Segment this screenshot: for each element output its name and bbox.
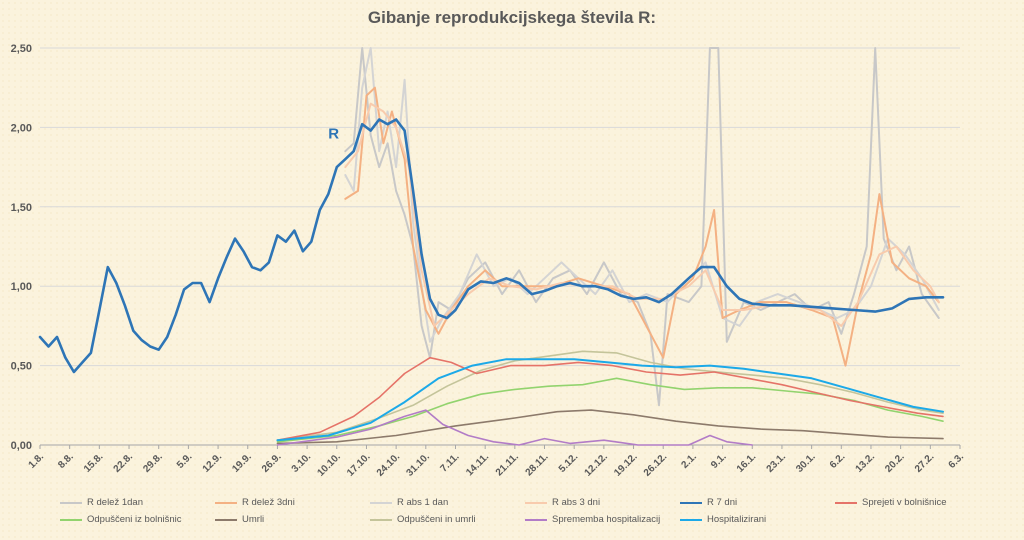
legend-swatch [525, 518, 547, 521]
legend-item: R abs 3 dni [525, 497, 680, 508]
x-tick-label: 12.12. [583, 451, 611, 479]
legend-label: Sprememba hospitalizacij [552, 514, 661, 525]
x-tick-label: 15.8. [82, 451, 106, 475]
x-tick-label: 12.9. [201, 451, 225, 475]
x-tick-label: 31.10. [404, 451, 432, 479]
x-tick-label: 5.9. [175, 451, 195, 471]
x-tick-label: 27.2. [913, 451, 937, 475]
x-tick-label: 7.11. [438, 451, 461, 474]
legend-item: R abs 1 dan [370, 497, 525, 508]
legend-swatch [680, 501, 702, 504]
legend-swatch [215, 501, 237, 504]
x-tick-label: 28.11. [524, 451, 551, 478]
legend-item: Odpuščeni iz bolnišnic [60, 514, 215, 525]
legend-item: Sprejeti v bolnišnice [835, 497, 990, 508]
x-tick-label: 2.1. [679, 451, 699, 471]
series-line [38, 118, 945, 374]
legend-swatch [370, 501, 392, 504]
x-tick-label: 5.12. [557, 451, 581, 475]
series-lines [38, 47, 945, 446]
x-axis: 1.8. 8.8. 15.8. 22.8. 29.8. 5.9. 12.9. 19.9. 26.… [27, 445, 967, 479]
x-tick-label: 10.10. [315, 451, 343, 479]
series-line [276, 356, 944, 442]
x-tick-label: 16.1. [735, 451, 759, 475]
x-tick-label: 29.8. [141, 451, 165, 475]
legend-label: R abs 3 dni [552, 497, 601, 508]
annotations: R [328, 126, 339, 143]
series-line [276, 409, 944, 445]
legend-item: R delež 1dan [60, 497, 215, 508]
legend-swatch [370, 518, 392, 521]
x-tick-label: 1.8. [27, 451, 47, 471]
legend-swatch [525, 501, 547, 504]
series-line [276, 350, 944, 442]
x-tick-label: 6.2. [828, 451, 848, 471]
legend-label: R delež 3dni [242, 497, 295, 508]
x-tick-label: 17.10. [345, 451, 373, 479]
legend: R delež 1dan R delež 3dni R abs 1 dan R abs… [60, 497, 990, 525]
series-annotation-r: R [328, 126, 339, 143]
series-line [344, 102, 940, 327]
legend-item: R 7 dni [680, 497, 835, 508]
x-tick-label: 19.12. [612, 451, 640, 479]
x-tick-label: 22.8. [112, 451, 136, 475]
legend-item: Odpuščeni in umrli [370, 514, 525, 525]
x-tick-label: 21.11. [494, 451, 521, 478]
legend-swatch [60, 501, 82, 504]
legend-swatch [680, 518, 702, 521]
legend-item: Sprememba hospitalizacij [525, 514, 680, 525]
x-tick-label: 24.10. [375, 451, 403, 479]
y-tick-label: 1,00 [11, 281, 32, 293]
x-tick-label: 23.1. [765, 451, 789, 475]
series-line [276, 409, 754, 446]
x-tick-label: 30.1. [794, 451, 818, 475]
series-line [344, 86, 940, 367]
legend-label: R 7 dni [707, 497, 738, 508]
x-tick-label: 26.12. [642, 451, 670, 479]
y-axis: 0,00 0,50 1,00 1,50 2,00 2,50 [11, 43, 32, 452]
legend-item: Umrli [215, 514, 370, 525]
y-tick-label: 0,00 [11, 440, 32, 452]
series-line [344, 47, 940, 407]
legend-label: Umrli [242, 514, 265, 525]
x-tick-label: 19.9. [230, 451, 254, 475]
legend-item: R delež 3dni [215, 497, 370, 508]
x-tick-label: 14.11. [464, 451, 491, 478]
legend-swatch [835, 501, 857, 504]
legend-label: R delež 1dan [87, 497, 143, 508]
y-tick-label: 2,00 [11, 122, 32, 134]
x-tick-label: 9.1. [709, 451, 729, 471]
x-tick-label: 3.10. [290, 451, 314, 475]
y-tick-label: 0,50 [11, 361, 32, 373]
legend-item: Hospitalizirani [680, 514, 835, 525]
legend-label: Odpuščeni in umrli [397, 514, 476, 525]
x-tick-label: 8.8. [56, 451, 76, 471]
y-tick-label: 2,50 [11, 43, 32, 55]
legend-label: Sprejeti v bolnišnice [862, 497, 947, 508]
series-line [276, 358, 944, 442]
legend-label: Odpuščeni iz bolnišnic [87, 514, 182, 525]
chart-title: Gibanje reprodukcijskega števila R: [367, 8, 657, 27]
x-tick-label: 13.2. [854, 451, 878, 475]
y-tick-label: 1,50 [11, 202, 32, 214]
legend-label: Hospitalizirani [707, 514, 767, 525]
x-tick-label: 20.2. [883, 451, 907, 475]
x-tick-label: 6.3. [947, 451, 967, 471]
x-tick-label: 26.9. [260, 451, 284, 475]
legend-label: R abs 1 dan [397, 497, 449, 508]
legend-swatch [215, 518, 237, 521]
legend-swatch [60, 518, 82, 521]
